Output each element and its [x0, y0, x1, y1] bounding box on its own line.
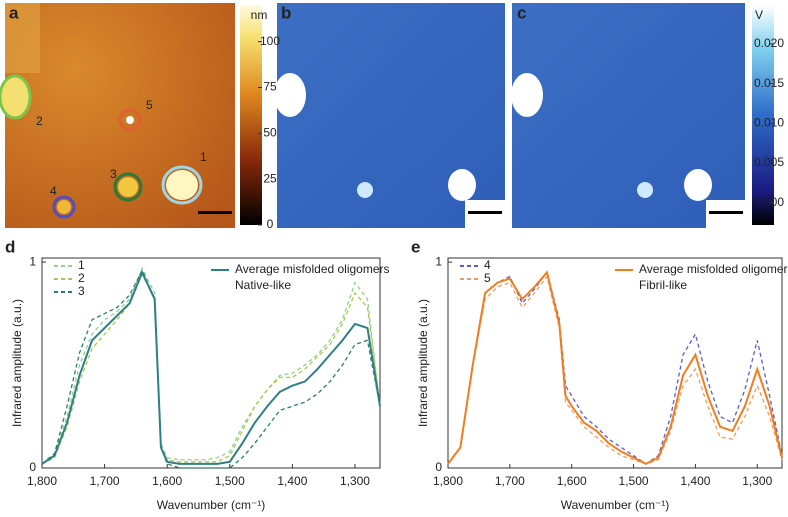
colorbar-v	[752, 5, 774, 225]
series-line	[447, 270, 783, 465]
panel-a-image	[0, 3, 235, 228]
x-tick-label: 1,700	[495, 474, 525, 488]
legend-label: 5	[484, 271, 491, 285]
panel-label: c	[517, 3, 526, 22]
legend-label: 1	[78, 258, 85, 272]
colorbar-tick-label: 0.005	[754, 155, 784, 169]
series-line	[41, 269, 381, 465]
colorbar-unit: V	[755, 8, 763, 22]
x-tick-label: 1,400	[680, 474, 710, 488]
x-tick-label: 1,600	[557, 474, 587, 488]
panel-b-image	[274, 3, 505, 228]
series-line	[41, 268, 381, 469]
particle-label: 5	[146, 98, 153, 112]
x-axis-label: Wavenumber (cm⁻¹)	[157, 498, 266, 512]
particle-label: 1	[200, 150, 207, 164]
colorbar-unit: nm	[251, 8, 268, 22]
x-tick-label: 1,400	[277, 474, 307, 488]
colorbar-tick-label: 100	[260, 34, 280, 48]
legend-note: Native-like	[235, 278, 291, 292]
colorbar-tick-label: 0.015	[754, 76, 784, 90]
colorbar-tick-label: 0	[267, 217, 274, 231]
particle-label: 4	[50, 184, 57, 198]
x-tick-label: 1,700	[90, 474, 120, 488]
x-axis-label: Wavenumber (cm⁻¹)	[561, 498, 670, 512]
panel-label: e	[411, 237, 420, 256]
series-line	[447, 270, 783, 465]
legend-label: 4	[484, 258, 491, 272]
plot-frame	[41, 257, 381, 469]
y-axis-label: Infrared amplitude (a.u.)	[416, 299, 430, 427]
x-tick-label: 1,300	[742, 474, 772, 488]
colorbar-tick-label: 0.010	[754, 116, 784, 130]
colorbar-tick-label: 25	[263, 171, 277, 185]
series-line	[447, 275, 783, 465]
x-tick-label: 1,800	[433, 474, 463, 488]
colorbar-tick-label: 75	[263, 80, 277, 94]
particle-label: 3	[110, 167, 117, 181]
colorbar-tick-label: 50	[263, 126, 277, 140]
y-tick-label: 0	[435, 460, 442, 474]
series-line	[41, 266, 381, 465]
x-tick-label: 1,500	[215, 474, 245, 488]
colorbar-tick-label: 0.020	[754, 36, 784, 50]
colorbar-tick-label: 0.000	[754, 195, 784, 209]
legend-label: 3	[78, 284, 85, 298]
plot-frame	[447, 257, 783, 469]
y-tick-label: 0	[29, 460, 36, 474]
x-tick-label: 1,800	[27, 474, 57, 488]
legend-note: Fibril-like	[639, 278, 687, 292]
y-axis-label: Infrared amplitude (a.u.)	[10, 299, 24, 427]
series-line	[41, 273, 381, 465]
x-tick-label: 1,300	[340, 474, 370, 488]
panel-label: a	[9, 3, 19, 22]
colorbar-nm	[240, 5, 262, 225]
legend-label: 2	[78, 271, 85, 285]
panel-label: d	[5, 237, 15, 256]
y-tick-label: 1	[435, 254, 442, 268]
x-tick-label: 1,600	[152, 474, 182, 488]
legend-label: Average misfolded oligomers	[235, 262, 390, 276]
y-tick-label: 1	[29, 254, 36, 268]
panel-c-image	[511, 3, 745, 228]
particle-label: 2	[36, 114, 43, 128]
x-tick-label: 1,500	[619, 474, 649, 488]
panel-label: b	[281, 3, 291, 22]
legend-label: Average misfolded oligomers	[639, 262, 788, 276]
